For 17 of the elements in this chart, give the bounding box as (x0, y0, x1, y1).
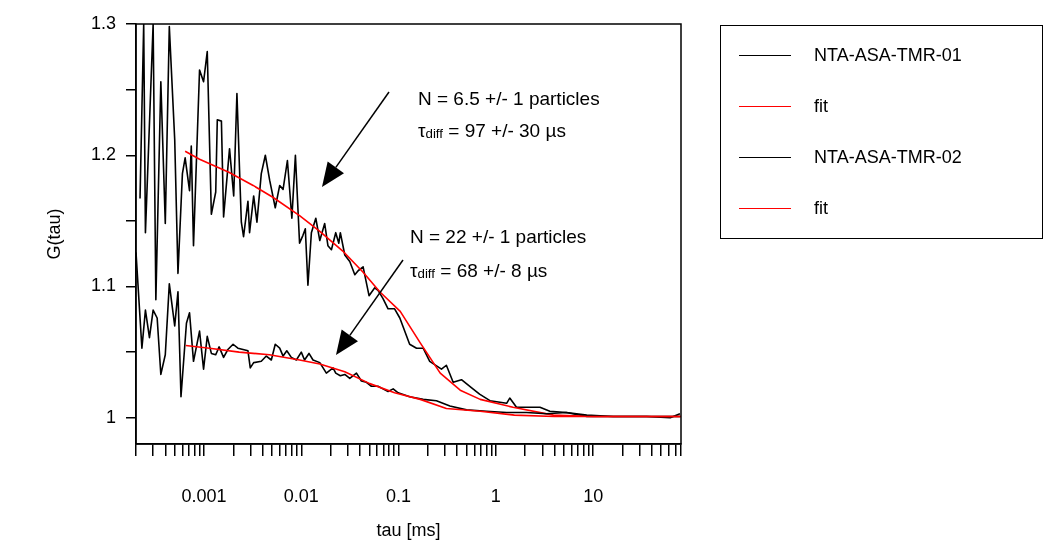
x-tick-label: 0.01 (283, 485, 319, 506)
y-tick-label: 1.3 (90, 12, 116, 33)
x-tick-label: 0.001 (181, 485, 227, 506)
x-tick-label: 1 (490, 485, 501, 506)
x-axis-title: tau [ms] (376, 520, 441, 541)
legend-label: fit (814, 96, 829, 117)
legend-label: fit (814, 198, 829, 219)
y-tick-label: 1.1 (90, 275, 116, 296)
legend-label: NTA-ASA-TMR-02 (814, 147, 962, 168)
x-tick-label: 0.1 (386, 485, 412, 506)
annotation: N = 22 +/- 1 particles τdiff = 68 +/- 8 µs (410, 226, 587, 282)
y-tick-label: 1 (105, 406, 116, 427)
x-tick-label: 10 (583, 485, 604, 506)
y-axis-title: G(tau) (43, 208, 64, 260)
annotation: N = 6.5 +/- 1 particles τdiff = 97 +/- 30 µs (418, 88, 600, 142)
legend-label: NTA-ASA-TMR-01 (814, 45, 962, 66)
y-tick-label: 1.2 (90, 144, 116, 165)
